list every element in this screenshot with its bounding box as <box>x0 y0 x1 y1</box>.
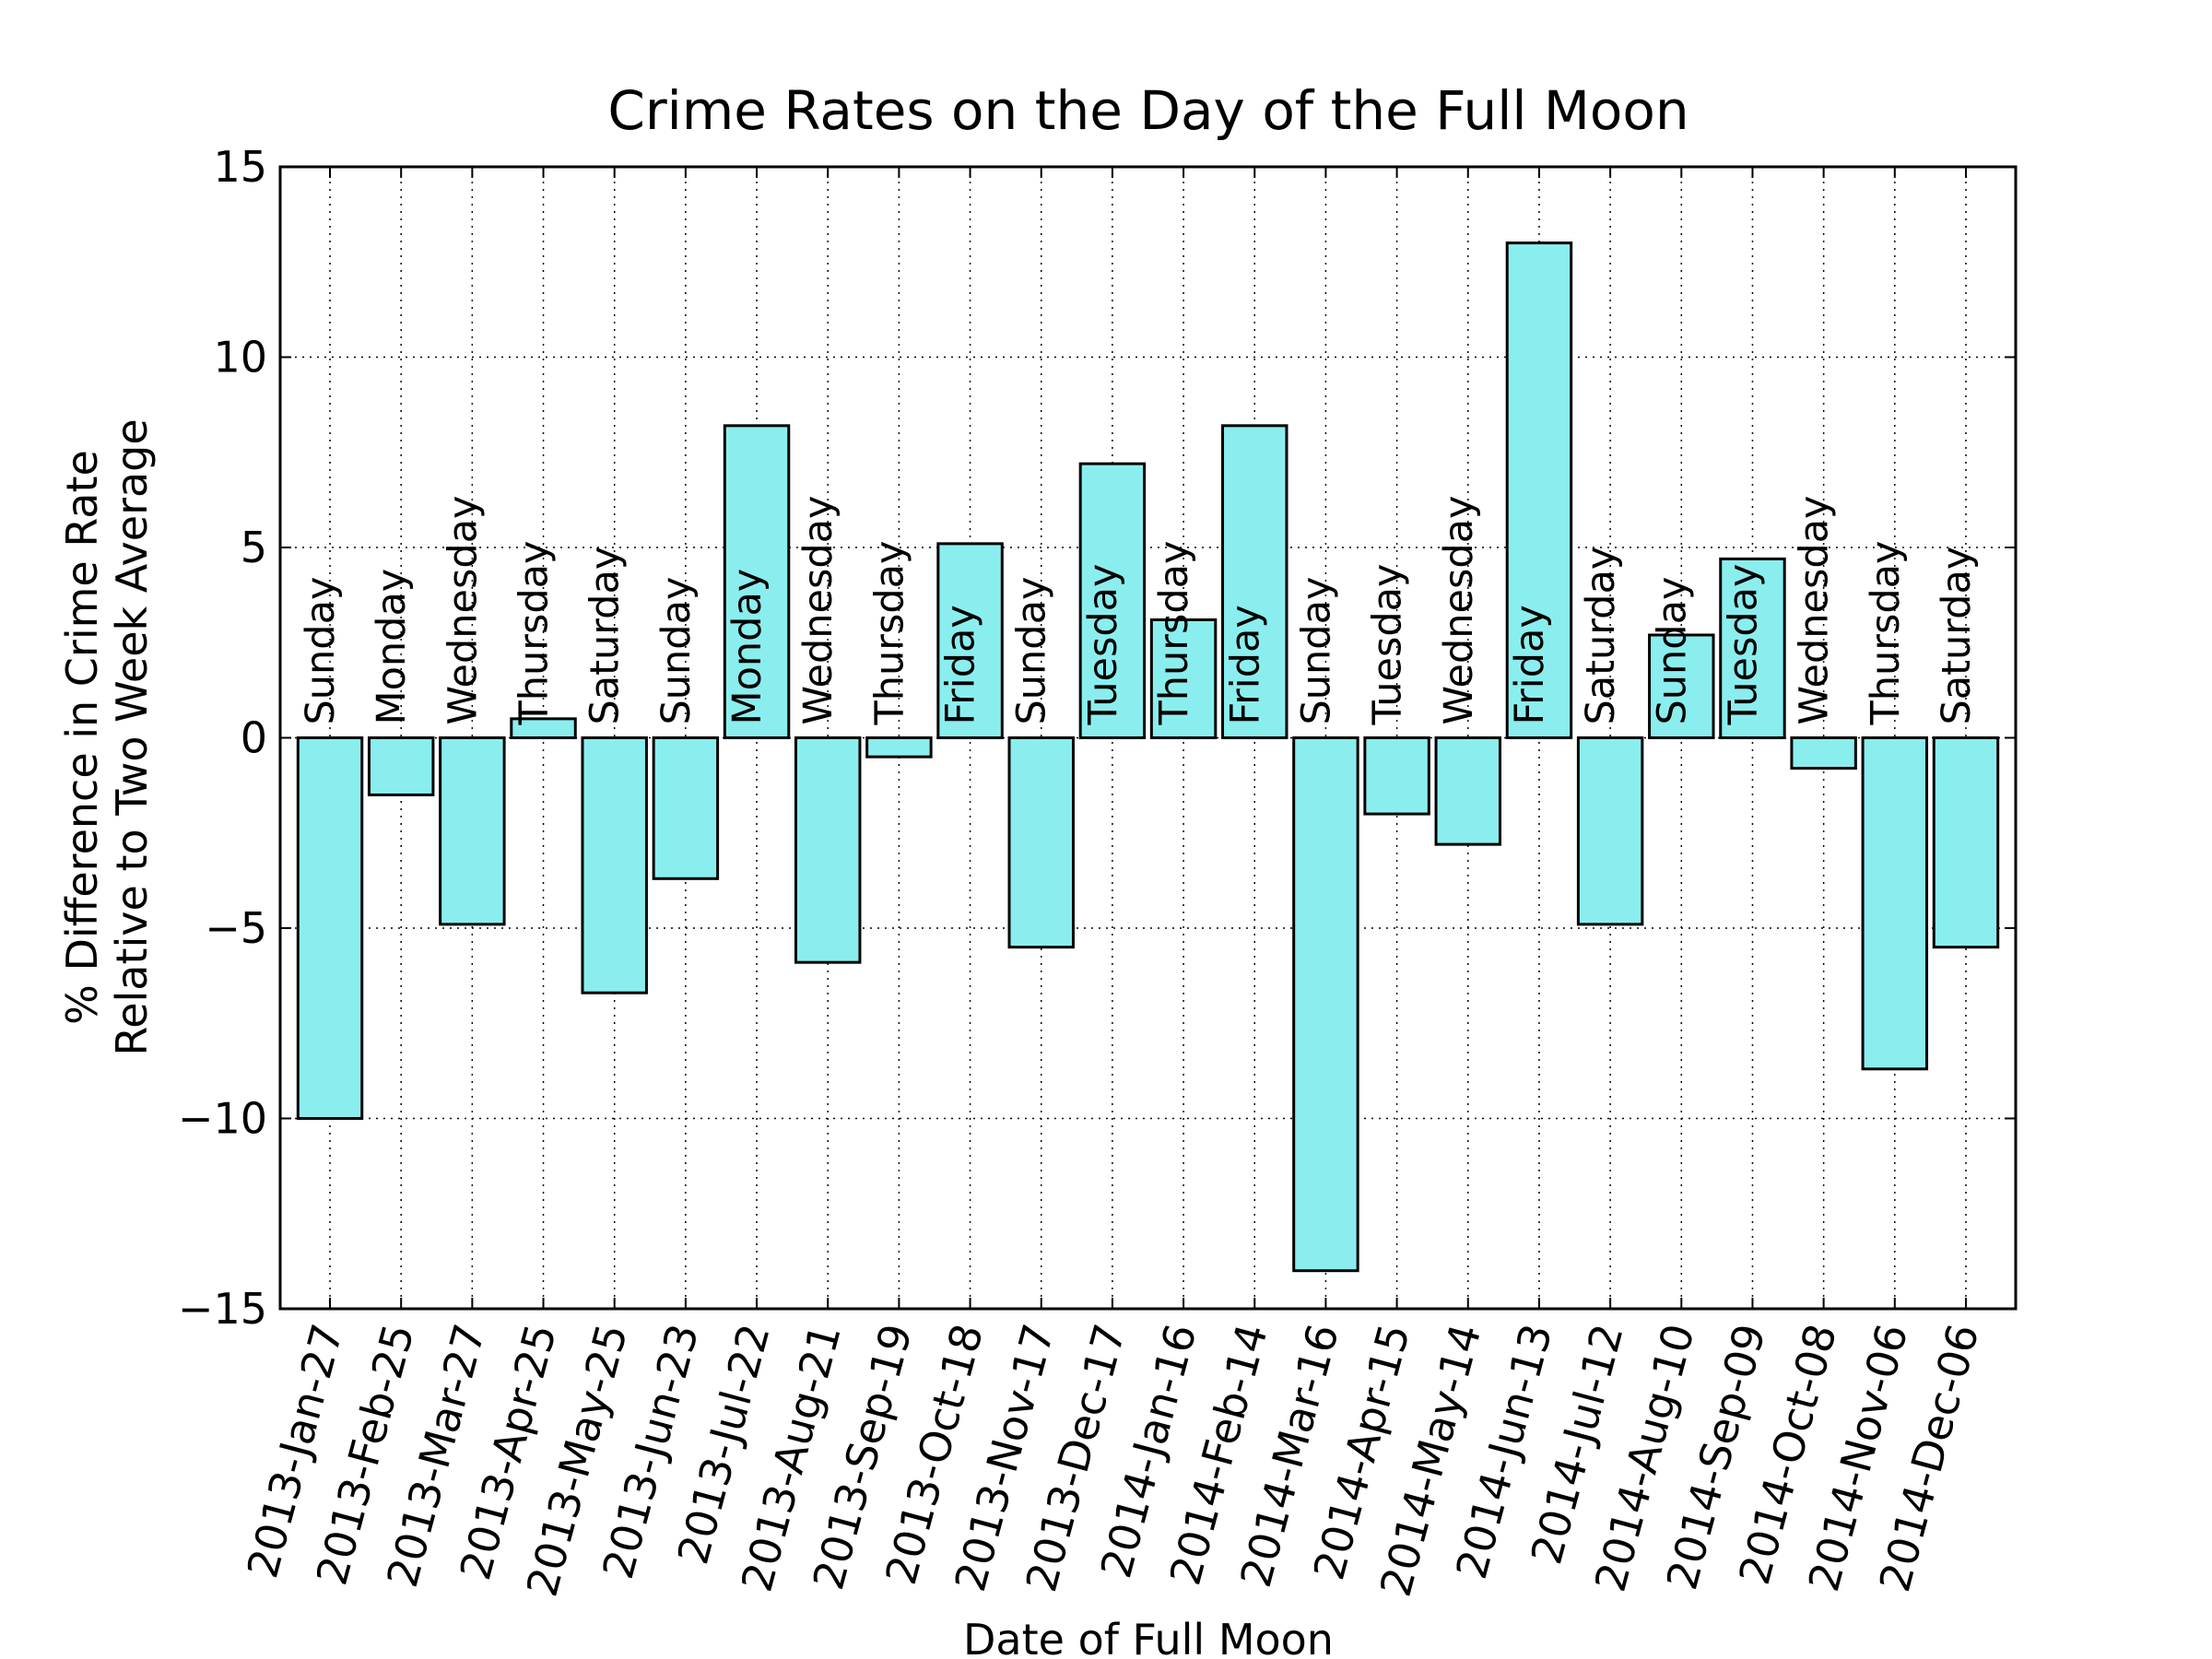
bar-label-group: Thursday <box>1151 541 1197 726</box>
bar-label: Monday <box>724 569 771 725</box>
y-tick-label: 5 <box>241 523 267 572</box>
y-tick-label: 10 <box>213 333 267 382</box>
bar-label-group: Sunday <box>653 577 700 725</box>
y-tick-label: −10 <box>178 1094 267 1144</box>
plot-frame <box>278 165 2018 1311</box>
bar-label: Sunday <box>298 577 344 725</box>
bar-label-group: Friday <box>1222 605 1268 724</box>
bar-label: Thursday <box>512 541 558 726</box>
y-tick-label: −15 <box>178 1284 267 1334</box>
bar-label-group: Tuesday <box>1365 564 1411 726</box>
bar <box>1576 736 1644 926</box>
bar <box>1221 424 1288 739</box>
bar-label-group: Friday <box>938 605 984 724</box>
bar-label-group: Saturday <box>582 547 629 725</box>
bar-label: Sunday <box>1009 577 1055 725</box>
bar-label-group: Thursday <box>512 541 558 726</box>
bar-label-group: Thursday <box>866 541 912 726</box>
bar-label-group: Wednesday <box>440 496 486 725</box>
bar-label: Sunday <box>1649 577 1695 725</box>
bar-label-group: Wednesday <box>795 496 841 725</box>
bar <box>1719 557 1786 740</box>
y-tick-label: 15 <box>213 142 267 192</box>
bar-label: Sunday <box>653 577 700 725</box>
bar-label-group: Wednesday <box>1436 496 1482 725</box>
bar-label: Wednesday <box>440 496 486 725</box>
y-axis-label-line: Relative to Two Week Average <box>107 418 157 1055</box>
y-tick-label: −5 <box>205 903 267 953</box>
bar-label: Wednesday <box>1436 496 1482 725</box>
bar-label-group: Tuesday <box>1720 564 1766 726</box>
bar <box>723 424 791 739</box>
chart-title: Crime Rates on the Day of the Full Moon <box>607 79 1688 142</box>
bar-label-group: Thursday <box>1863 541 1909 726</box>
bar-label-group: Monday <box>369 569 415 725</box>
bar-label: Thursday <box>1863 541 1909 726</box>
bar-label: Wednesday <box>1792 496 1838 725</box>
bar <box>1007 736 1075 949</box>
bar-label: Thursday <box>866 541 912 726</box>
bar-label: Friday <box>1222 605 1268 724</box>
bar-label: Tuesday <box>1365 564 1411 726</box>
bar <box>296 736 364 1120</box>
bar-label: Wednesday <box>795 496 841 725</box>
bar-label: Thursday <box>1151 541 1197 726</box>
bar-label: Tuesday <box>1720 564 1766 726</box>
y-axis-label: % Difference in Crime Rate Relative to T… <box>57 418 157 1055</box>
bar <box>1149 618 1218 739</box>
bar <box>1505 241 1573 740</box>
bar <box>439 736 506 926</box>
bar <box>1078 462 1147 739</box>
bar-label: Saturday <box>1578 547 1624 725</box>
bar <box>865 736 933 759</box>
bar <box>1932 736 2000 949</box>
bar <box>1292 736 1359 1273</box>
bar-label-group: Monday <box>724 569 771 725</box>
bar <box>1648 633 1715 739</box>
bar-label: Saturday <box>1934 547 1980 725</box>
bar-label: Saturday <box>582 547 629 725</box>
bar <box>581 736 648 994</box>
bar-label-group: Wednesday <box>1792 496 1838 725</box>
bar <box>794 736 862 964</box>
bar-label-group: Tuesday <box>1080 564 1126 726</box>
bar-label-group: Sunday <box>298 577 344 725</box>
bar <box>652 736 720 880</box>
bar-label: Friday <box>938 605 984 724</box>
bar <box>1861 736 1929 1071</box>
y-tick-label: 0 <box>241 713 267 763</box>
bar-label-group: Friday <box>1507 605 1553 724</box>
bar-label: Friday <box>1507 605 1553 724</box>
y-axis-label-line: % Difference in Crime Rate <box>57 450 107 1025</box>
bar-label-group: Saturday <box>1578 547 1624 725</box>
bar-label-group: Sunday <box>1293 577 1339 725</box>
bar <box>1363 736 1430 816</box>
bar-label-group: Sunday <box>1649 577 1695 725</box>
bar-label: Sunday <box>1293 577 1339 725</box>
bar <box>1434 736 1502 846</box>
bar <box>367 736 435 796</box>
bar-label-group: Sunday <box>1009 577 1055 725</box>
bar-label-group: Saturday <box>1934 547 1980 725</box>
bar-label: Tuesday <box>1080 564 1126 726</box>
bar <box>1790 736 1857 771</box>
bar-label: Monday <box>369 569 415 725</box>
bar <box>510 717 577 739</box>
bar <box>936 542 1004 739</box>
x-axis-label: Date of Full Moon <box>963 1615 1334 1659</box>
